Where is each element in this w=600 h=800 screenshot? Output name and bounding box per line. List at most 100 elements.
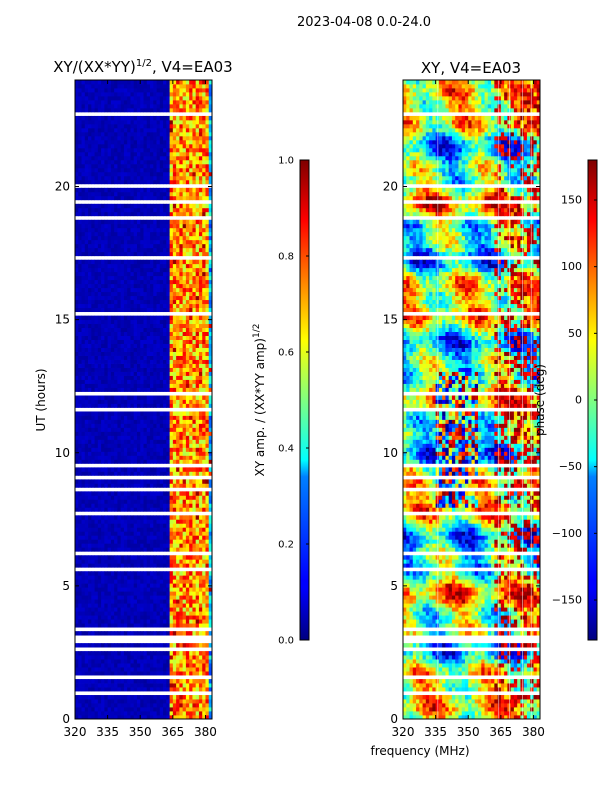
amp-heatmap-cell (182, 435, 187, 440)
amp-heatmap-cell (107, 367, 112, 372)
amp-heatmap-cell (198, 243, 203, 249)
amp-heatmap-cell (117, 447, 122, 452)
amp-heatmap-cell (156, 375, 161, 380)
amp-heatmap-cell (91, 575, 95, 580)
amp-heatmap-cell (110, 363, 115, 368)
amp-heatmap-cell (159, 267, 164, 273)
amp-heatmap-cell (110, 423, 115, 428)
amp-heatmap-cell (198, 443, 203, 448)
amp-heatmap-cell (150, 287, 154, 293)
amp-heatmap-cell (182, 287, 187, 293)
amp-heatmap-cell (104, 539, 109, 544)
amp-heatmap-cell (140, 243, 144, 249)
amp-heatmap-cell (81, 231, 86, 237)
amp-heatmap-cell (127, 415, 131, 420)
amp-heatmap-cell (169, 439, 174, 444)
amp-heatmap-cell (169, 203, 174, 209)
amp-heatmap-cell (192, 271, 197, 277)
amp-heatmap-cell (97, 667, 102, 672)
amp-heatmap-cell (127, 303, 131, 309)
amp-heatmap-cell (136, 371, 141, 376)
amp-heatmap-cell (195, 287, 200, 293)
amp-heatmap-cell (146, 611, 151, 616)
amp-heatmap-cell (91, 711, 95, 716)
amp-heatmap-cell (110, 655, 115, 660)
amp-heatmap-cell (133, 367, 138, 372)
amp-heatmap-cell (123, 443, 128, 448)
amp-heatmap-cell (156, 711, 161, 716)
amp-heatmap-cell (195, 331, 200, 336)
amp-heatmap-cell (156, 591, 161, 596)
amp-heatmap-cell (84, 271, 89, 277)
amp-heatmap-cell (182, 207, 187, 213)
amp-heatmap-cell (159, 699, 164, 704)
amp-heatmap-cell (192, 623, 197, 628)
amp-heatmap-cell (133, 359, 138, 364)
amp-heatmap-cell (198, 419, 203, 424)
amp-heatmap-cell (185, 235, 190, 241)
amp-heatmap-cell (143, 435, 148, 440)
amp-heatmap-cell (127, 515, 131, 520)
amp-heatmap-cell (198, 559, 203, 564)
amp-heatmap-cell (120, 555, 125, 560)
amp-heatmap-cell (176, 451, 180, 456)
amp-heatmap-cell (104, 687, 109, 692)
amp-heatmap-cell (123, 571, 128, 576)
amp-heatmap-cell (172, 443, 177, 448)
amp-heatmap-cell (159, 339, 164, 344)
amp-heatmap-cell (140, 299, 144, 305)
amp-heatmap-cell (107, 355, 112, 360)
amp-heatmap-cell (143, 387, 148, 392)
amp-heatmap-cell (94, 667, 99, 672)
amp-heatmap-cell (202, 367, 206, 372)
amp-heatmap-cell (133, 495, 138, 500)
amp-heatmap-cell (91, 339, 95, 344)
amp-heatmap-cell (153, 247, 157, 253)
amp-heatmap-cell (110, 563, 115, 568)
amp-heatmap-cell (91, 435, 95, 440)
amp-heatmap-cell (140, 603, 144, 608)
amp-heatmap-cell (179, 287, 184, 293)
amp-heatmap-cell (130, 415, 135, 420)
amp-heatmap-cell (166, 707, 170, 712)
amp-heatmap-cell (159, 167, 164, 173)
amp-heatmap-cell (176, 395, 180, 400)
amp-heatmap-cell (110, 543, 115, 548)
amp-heatmap-cell (202, 587, 206, 592)
amp-heatmap-cell (127, 467, 131, 472)
amp-heatmap-cell (205, 331, 210, 336)
amp-heatmap-cell (189, 471, 193, 476)
amp-heatmap-cell (136, 259, 141, 265)
amp-heatmap-cell (153, 579, 157, 584)
amp-heatmap-cell (179, 387, 184, 392)
amp-heatmap-cell (172, 167, 177, 173)
amp-heatmap-cell (163, 659, 167, 664)
amp-heatmap-cell (104, 327, 109, 332)
amp-heatmap-cell (136, 435, 141, 440)
amp-heatmap-cell (192, 339, 197, 344)
amp-heatmap-cell (156, 395, 161, 400)
amp-heatmap-cell (127, 171, 131, 177)
amp-heatmap-cell (133, 535, 138, 540)
amp-heatmap-cell (101, 263, 105, 269)
amp-heatmap-cell (117, 587, 122, 592)
amp-heatmap-cell (84, 355, 89, 360)
amp-heatmap-cell (133, 715, 138, 719)
amp-heatmap-cell (133, 491, 138, 496)
amp-heatmap-cell (127, 291, 131, 297)
amp-heatmap-cell (110, 371, 115, 376)
amp-heatmap-cell (182, 375, 187, 380)
amp-heatmap-cell (127, 679, 131, 684)
amp-heatmap-cell (107, 595, 112, 600)
amp-heatmap-cell (136, 611, 141, 616)
amp-heatmap-cell (198, 263, 203, 269)
amp-heatmap-cell (97, 715, 102, 719)
amp-heatmap-cell (81, 443, 86, 448)
amp-heatmap-cell (81, 667, 86, 672)
amp-heatmap-cell (159, 591, 164, 596)
amp-heatmap-cell (117, 707, 122, 712)
amp-heatmap-cell (192, 203, 197, 209)
amp-heatmap-cell (150, 683, 154, 688)
amp-heatmap-cell (107, 607, 112, 612)
amp-heatmap-cell (182, 271, 187, 277)
